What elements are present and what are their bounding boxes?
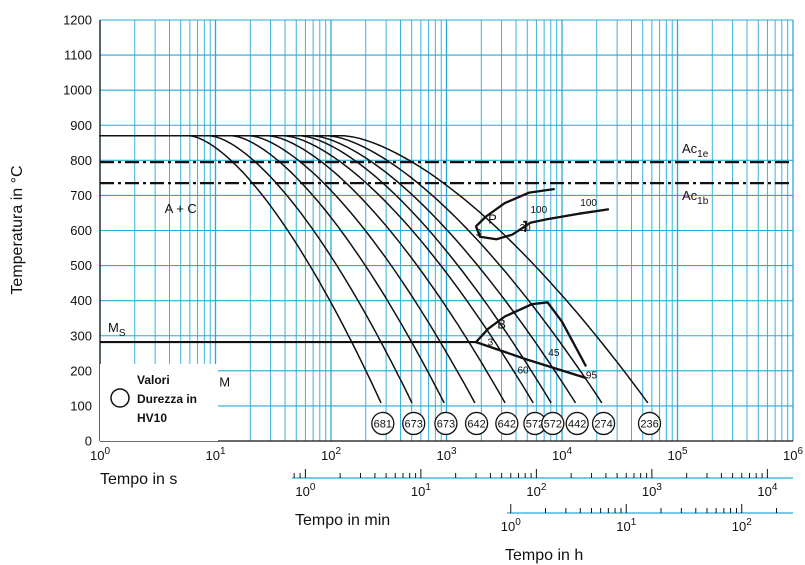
percent-label: 100 bbox=[530, 205, 547, 216]
hardness-value: 673 bbox=[437, 418, 455, 430]
hardness-values: 681 673 673 642 642 572 572 442 274 236 bbox=[371, 411, 662, 436]
region-label: M bbox=[219, 375, 230, 390]
cooling-curve bbox=[99, 135, 413, 404]
transformation-regions bbox=[474, 187, 610, 380]
minutes-axis-tick-label: 101 bbox=[411, 482, 431, 499]
reference-line-label: Ac1b bbox=[682, 188, 709, 207]
cooling-curve bbox=[99, 135, 649, 404]
region-annotations: A + C P B M 3 20 100 100 3 45 60 95 bbox=[165, 198, 598, 390]
hours-axis-tick-label: 100 bbox=[501, 517, 521, 534]
hardness-circle bbox=[637, 411, 662, 436]
legend-text: Valori bbox=[137, 373, 170, 387]
hardness-circle bbox=[464, 411, 489, 436]
hours-axis-tick-label: 101 bbox=[616, 517, 636, 534]
minutes-axis-tick-label: 100 bbox=[295, 482, 315, 499]
hours-axis-tick-label: 102 bbox=[732, 517, 752, 534]
cooling-curve bbox=[99, 135, 382, 404]
hardness-circle bbox=[434, 411, 458, 436]
region-label: A + C bbox=[165, 201, 197, 216]
hardness-circle bbox=[591, 411, 616, 436]
x-tick-label: 102 bbox=[321, 446, 341, 463]
cooling-curve bbox=[99, 135, 603, 404]
x-tick-label: 104 bbox=[552, 446, 572, 463]
hardness-circle bbox=[402, 411, 426, 436]
y-tick-label: 800 bbox=[70, 153, 92, 168]
minutes-axis-tick-label: 103 bbox=[642, 482, 662, 499]
secondary-axes: 100 101 102 103 104 100 101 102 bbox=[292, 469, 793, 534]
y-tick-label: 1100 bbox=[64, 48, 92, 63]
y-tick-label: 0 bbox=[85, 434, 92, 449]
region-label: P bbox=[488, 211, 497, 226]
percent-label: 95 bbox=[586, 371, 598, 382]
region-label: B bbox=[497, 317, 506, 332]
x-tick-label: 106 bbox=[783, 446, 803, 463]
ms-line-label: MS bbox=[108, 320, 126, 339]
cooling-curves bbox=[99, 135, 649, 404]
hardness-circle bbox=[565, 411, 589, 436]
y-tick-label: 400 bbox=[70, 293, 92, 308]
cooling-curve bbox=[99, 135, 552, 404]
x-tick-label: 105 bbox=[667, 446, 687, 463]
percent-label: 60 bbox=[517, 366, 529, 377]
hardness-value: 572 bbox=[526, 418, 544, 430]
hardness-value: 572 bbox=[544, 418, 562, 430]
bainite-lower bbox=[474, 340, 587, 380]
hardness-circle bbox=[541, 411, 565, 436]
bainite-end bbox=[546, 301, 587, 367]
reference-line-label: Ac1e bbox=[682, 141, 709, 160]
legend-text: HV10 bbox=[137, 411, 167, 425]
percent-label: 20 bbox=[520, 223, 532, 234]
y-tick-label: 300 bbox=[70, 328, 92, 343]
legend-text: Durezza in bbox=[137, 392, 197, 406]
minutes-axis-tick-label: 104 bbox=[757, 482, 777, 499]
cooling-curve bbox=[99, 135, 534, 404]
hardness-value: 642 bbox=[498, 418, 516, 430]
x-axis-title-hours: Tempo in h bbox=[505, 547, 583, 564]
legend-box: Valori Durezza in HV10 bbox=[100, 364, 218, 441]
y-axis-title: Temperatura in °C bbox=[9, 165, 26, 294]
y-tick-label: 900 bbox=[70, 118, 92, 133]
hardness-value: 442 bbox=[568, 418, 586, 430]
y-tick-label: 700 bbox=[70, 188, 92, 203]
cooling-curve bbox=[99, 135, 506, 404]
cooling-curve bbox=[99, 135, 576, 404]
x-tick-label: 101 bbox=[205, 446, 225, 463]
legend-circle-symbol bbox=[110, 388, 130, 408]
pearlite-region bbox=[474, 187, 610, 241]
cooling-curve bbox=[99, 135, 476, 404]
x-tick-label: 100 bbox=[90, 446, 110, 463]
y-tick-label: 500 bbox=[70, 258, 92, 273]
bainite-start bbox=[474, 301, 549, 344]
y-tick-label: 1000 bbox=[63, 83, 92, 98]
percent-label: 3 bbox=[476, 228, 482, 239]
y-tick-label: 200 bbox=[70, 363, 92, 378]
y-tick-label: 600 bbox=[70, 223, 92, 238]
hardness-value: 236 bbox=[640, 418, 658, 430]
percent-label: 3 bbox=[488, 338, 494, 349]
x-tick-label: 103 bbox=[436, 446, 456, 463]
x-axis-title-minutes: Tempo in min bbox=[295, 512, 390, 529]
percent-label: 45 bbox=[548, 348, 560, 359]
hardness-value: 642 bbox=[467, 418, 485, 430]
pearlite-step bbox=[523, 220, 528, 233]
hardness-value: 673 bbox=[405, 418, 423, 430]
hardness-circle bbox=[495, 411, 519, 436]
cooling-curve bbox=[99, 135, 445, 404]
y-tick-label: 100 bbox=[70, 398, 92, 413]
hardness-value: 681 bbox=[374, 418, 392, 430]
reference-lines: Ac1e Ac1b MS bbox=[100, 141, 793, 344]
y-tick-label: 1200 bbox=[63, 13, 92, 28]
y-tick-labels: 0 100 200 300 400 500 600 700 800 900 1000 1100 1200 bbox=[63, 13, 92, 449]
x-axis-title-seconds: Tempo in s bbox=[100, 471, 177, 488]
percent-label: 100 bbox=[580, 198, 597, 209]
x-tick-labels: 100 101 102 103 104 105 106 bbox=[90, 446, 803, 463]
hardness-circle bbox=[371, 411, 395, 436]
minutes-axis-tick-label: 102 bbox=[526, 482, 546, 499]
hardness-value: 274 bbox=[594, 418, 612, 430]
